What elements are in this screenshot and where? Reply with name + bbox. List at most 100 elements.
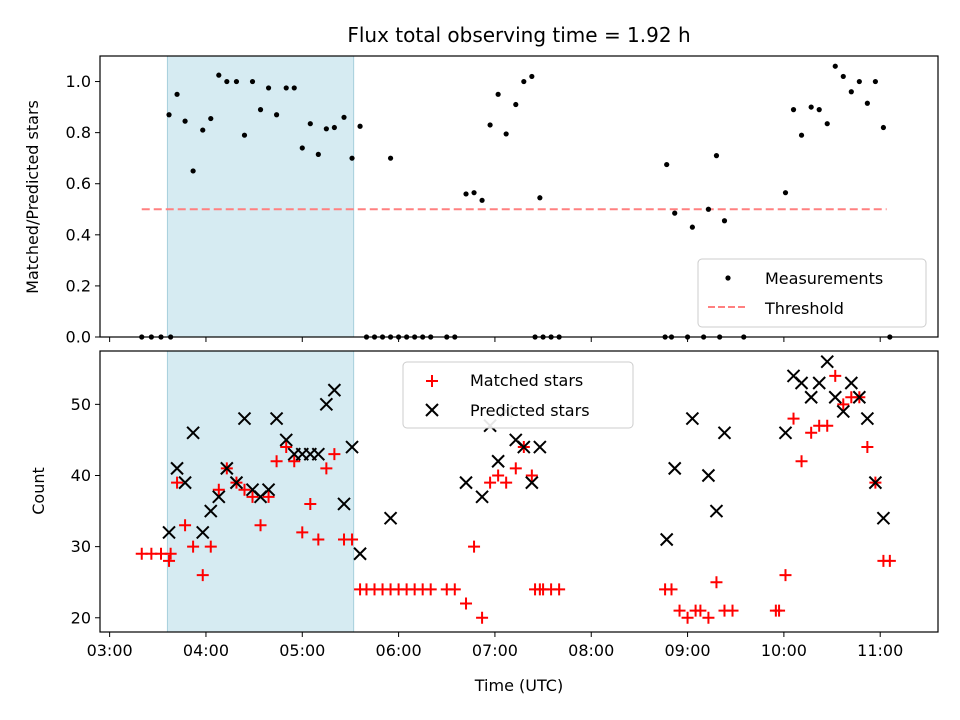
matched-star-point	[787, 412, 800, 425]
y-tick-label: 0.8	[66, 123, 91, 142]
bottom-y-axis-label: Count	[29, 467, 48, 515]
shaded-time-span	[166, 55, 355, 338]
bottom-panel: 20 30 40 50 03:00 04:00 05:00 06:00 07:00 08:00 0…	[29, 350, 939, 695]
x-tick-label: 03:00	[87, 641, 133, 660]
predicted-star-point	[279, 433, 293, 447]
matched-star-point	[448, 583, 461, 596]
measurement-point	[798, 132, 805, 138]
measurement-point	[832, 63, 838, 69]
predicted-star-point	[820, 354, 834, 369]
measurement-point	[307, 121, 313, 127]
legend-predicted-label: Predicted stars	[470, 401, 590, 420]
matched-star-point	[288, 455, 301, 468]
matched-star-point	[509, 462, 522, 475]
legend-measurements-marker	[725, 275, 731, 281]
predicted-star-point	[685, 411, 700, 426]
predicted-star-point	[353, 547, 367, 561]
measurement-point	[182, 118, 188, 124]
measurement-point	[387, 155, 394, 161]
legend-matched-marker	[426, 375, 438, 387]
predicted-star-point	[868, 475, 883, 490]
measurement-point	[471, 190, 477, 196]
measurement-point	[705, 206, 712, 212]
measurement-point	[824, 121, 830, 127]
predicted-star-point	[212, 490, 226, 504]
matched-star-point	[681, 611, 694, 624]
measurement-point	[808, 104, 814, 110]
predicted-star-point	[186, 426, 200, 440]
matched-star-point	[163, 554, 176, 567]
measurement-point	[208, 115, 214, 122]
matched-star-point	[164, 547, 177, 560]
measurement-point	[856, 78, 862, 85]
predicted-star-point	[778, 426, 793, 440]
predicted-star-point	[261, 483, 276, 497]
matched-star-point	[238, 483, 251, 496]
matched-star-point	[525, 469, 538, 482]
matched-star-point	[694, 604, 707, 617]
measurement-point	[487, 122, 493, 128]
measurement-point	[872, 78, 878, 85]
predicted-star-point	[491, 454, 505, 468]
matched-star-point	[779, 569, 792, 582]
predicted-star-point	[178, 475, 192, 490]
matched-star-point	[296, 526, 309, 539]
matched-star-point	[320, 462, 333, 475]
matched-star-point	[346, 533, 359, 546]
chart-title: Flux total observing time = 1.92 h	[347, 23, 690, 47]
bottom-axes-frame	[99, 350, 939, 633]
matched-star-point	[795, 455, 808, 468]
y-tick-label: 50	[71, 395, 91, 414]
matched-star-point	[665, 583, 678, 596]
matched-star-point	[837, 398, 850, 411]
measurement-point	[331, 124, 337, 131]
measurement-point	[689, 224, 695, 230]
x-tick-label: 10:00	[761, 641, 807, 660]
x-tick-label: 06:00	[376, 641, 422, 660]
matched-star-point	[500, 476, 513, 489]
predicted-star-point	[860, 411, 875, 426]
matched-star-point	[179, 519, 192, 532]
matched-star-point	[829, 369, 842, 382]
predicted-star-point	[311, 447, 326, 461]
matched-star-point	[492, 469, 505, 482]
shaded-time-span	[166, 350, 355, 633]
measurement-point	[166, 112, 172, 118]
predicted-star-point	[345, 440, 359, 454]
x-tick-label: 08:00	[568, 641, 614, 660]
predicted-star-point	[383, 511, 398, 525]
x-tick-label: 07:00	[472, 641, 518, 660]
measurement-point	[672, 210, 678, 216]
measurement-point	[216, 72, 222, 78]
predicted-star-point	[836, 404, 850, 419]
predicted-star-point	[170, 461, 184, 476]
matched-star-point	[553, 583, 566, 596]
matched-star-point	[204, 540, 217, 553]
measurement-point	[521, 78, 527, 85]
y-tick-label: 20	[71, 608, 91, 627]
measurement-point	[357, 123, 363, 129]
matched-star-point	[312, 533, 325, 546]
top-panel: 0.0 0.2 0.4 0.6 0.8 1.0 Matched/Predicted sta…	[23, 55, 939, 347]
matched-star-point	[246, 490, 259, 503]
measurement-point	[790, 107, 797, 113]
measurement-point	[200, 127, 206, 133]
measurement-point	[463, 191, 469, 197]
matched-star-point	[773, 604, 786, 617]
measurement-point	[848, 89, 854, 95]
measurement-point	[537, 195, 543, 201]
predicted-star-point	[804, 390, 818, 404]
matched-star-point	[171, 476, 184, 489]
predicted-star-point	[327, 383, 342, 397]
measurement-point	[323, 126, 329, 132]
x-axis-label: Time (UTC)	[474, 676, 563, 695]
predicted-star-point	[162, 525, 176, 540]
matched-star-point	[328, 448, 341, 461]
matched-star-point	[468, 540, 481, 553]
measurement-point	[233, 78, 240, 85]
measurement-point	[880, 124, 887, 131]
predicted-star-point	[196, 525, 210, 540]
measurement-point	[257, 107, 264, 113]
predicted-star-point	[828, 390, 842, 404]
matched-star-point	[254, 519, 267, 532]
